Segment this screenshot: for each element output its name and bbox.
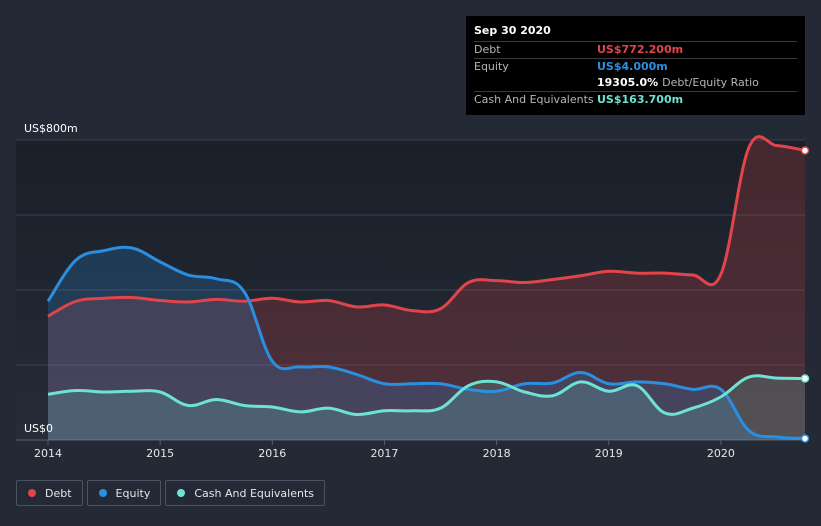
tooltip-cash-value: US$163.700m xyxy=(597,93,684,106)
tooltip-date: Sep 30 2020 xyxy=(474,24,551,37)
legend-label-debt: Debt xyxy=(45,486,72,500)
x-tick-label: 2017 xyxy=(370,447,398,460)
line-equity xyxy=(46,245,806,440)
x-tick-label: 2019 xyxy=(595,447,623,460)
tooltip-equity-value: US$4.000m xyxy=(597,60,668,73)
tooltip-cash-row: Cash And Equivalents US$163.700m xyxy=(474,91,797,108)
series-areas xyxy=(48,136,805,440)
legend-item-equity[interactable]: Equity xyxy=(86,480,162,506)
tooltip-debt-row: Debt US$772.200m xyxy=(474,41,797,58)
grid-lines xyxy=(16,139,805,441)
area-cash-and-equivalents xyxy=(48,375,805,440)
line-cash-and-equivalents xyxy=(47,374,806,417)
x-tick-label: 2020 xyxy=(707,447,735,460)
area-equity xyxy=(48,247,805,440)
line-debt xyxy=(47,135,806,318)
cash-dot-icon xyxy=(177,489,186,497)
tooltip-equity-label: Equity xyxy=(474,60,509,73)
debt-dot-icon xyxy=(28,489,36,497)
x-tick-label: 2016 xyxy=(258,447,286,460)
tooltip-ratio-label: Debt/Equity Ratio xyxy=(662,76,759,89)
y-axis-top-label: US$800m xyxy=(24,122,78,135)
end-markers xyxy=(800,146,810,443)
legend-item-cash[interactable]: Cash And Equivalents xyxy=(165,480,325,506)
x-axis-ticks: 2014 2015 2016 2017 2018 2019 2020 xyxy=(34,440,735,460)
tooltip-ratio-row: 19305.0% Debt/Equity Ratio xyxy=(474,75,797,91)
x-tick-label: 2018 xyxy=(483,447,511,460)
data-tooltip: Sep 30 2020 Debt US$772.200m Equity US$4… xyxy=(466,16,805,115)
tooltip-ratio-value: 19305.0% xyxy=(597,76,659,89)
area-debt xyxy=(48,136,805,440)
x-tick-label: 2015 xyxy=(146,447,174,460)
equity-dot-icon xyxy=(98,489,107,497)
tooltip-cash-label: Cash And Equivalents xyxy=(474,93,594,106)
marker-cash-and-equivalents xyxy=(800,374,810,383)
x-tick-label: 2014 xyxy=(34,447,62,460)
tooltip-debt-label: Debt xyxy=(474,43,501,56)
legend-label-equity: Equity xyxy=(115,486,151,500)
tooltip-debt-value: US$772.200m xyxy=(597,43,684,56)
legend-label-cash: Cash And Equivalents xyxy=(194,486,314,500)
legend-item-debt[interactable]: Debt xyxy=(16,480,83,506)
y-axis-zero-label: US$0 xyxy=(24,422,53,435)
marker-debt xyxy=(800,146,810,155)
tooltip-equity-row: Equity US$4.000m xyxy=(474,58,797,75)
chart-legend: Debt Equity Cash And Equivalents xyxy=(16,480,329,506)
series-lines xyxy=(46,135,806,440)
marker-equity xyxy=(800,434,810,443)
